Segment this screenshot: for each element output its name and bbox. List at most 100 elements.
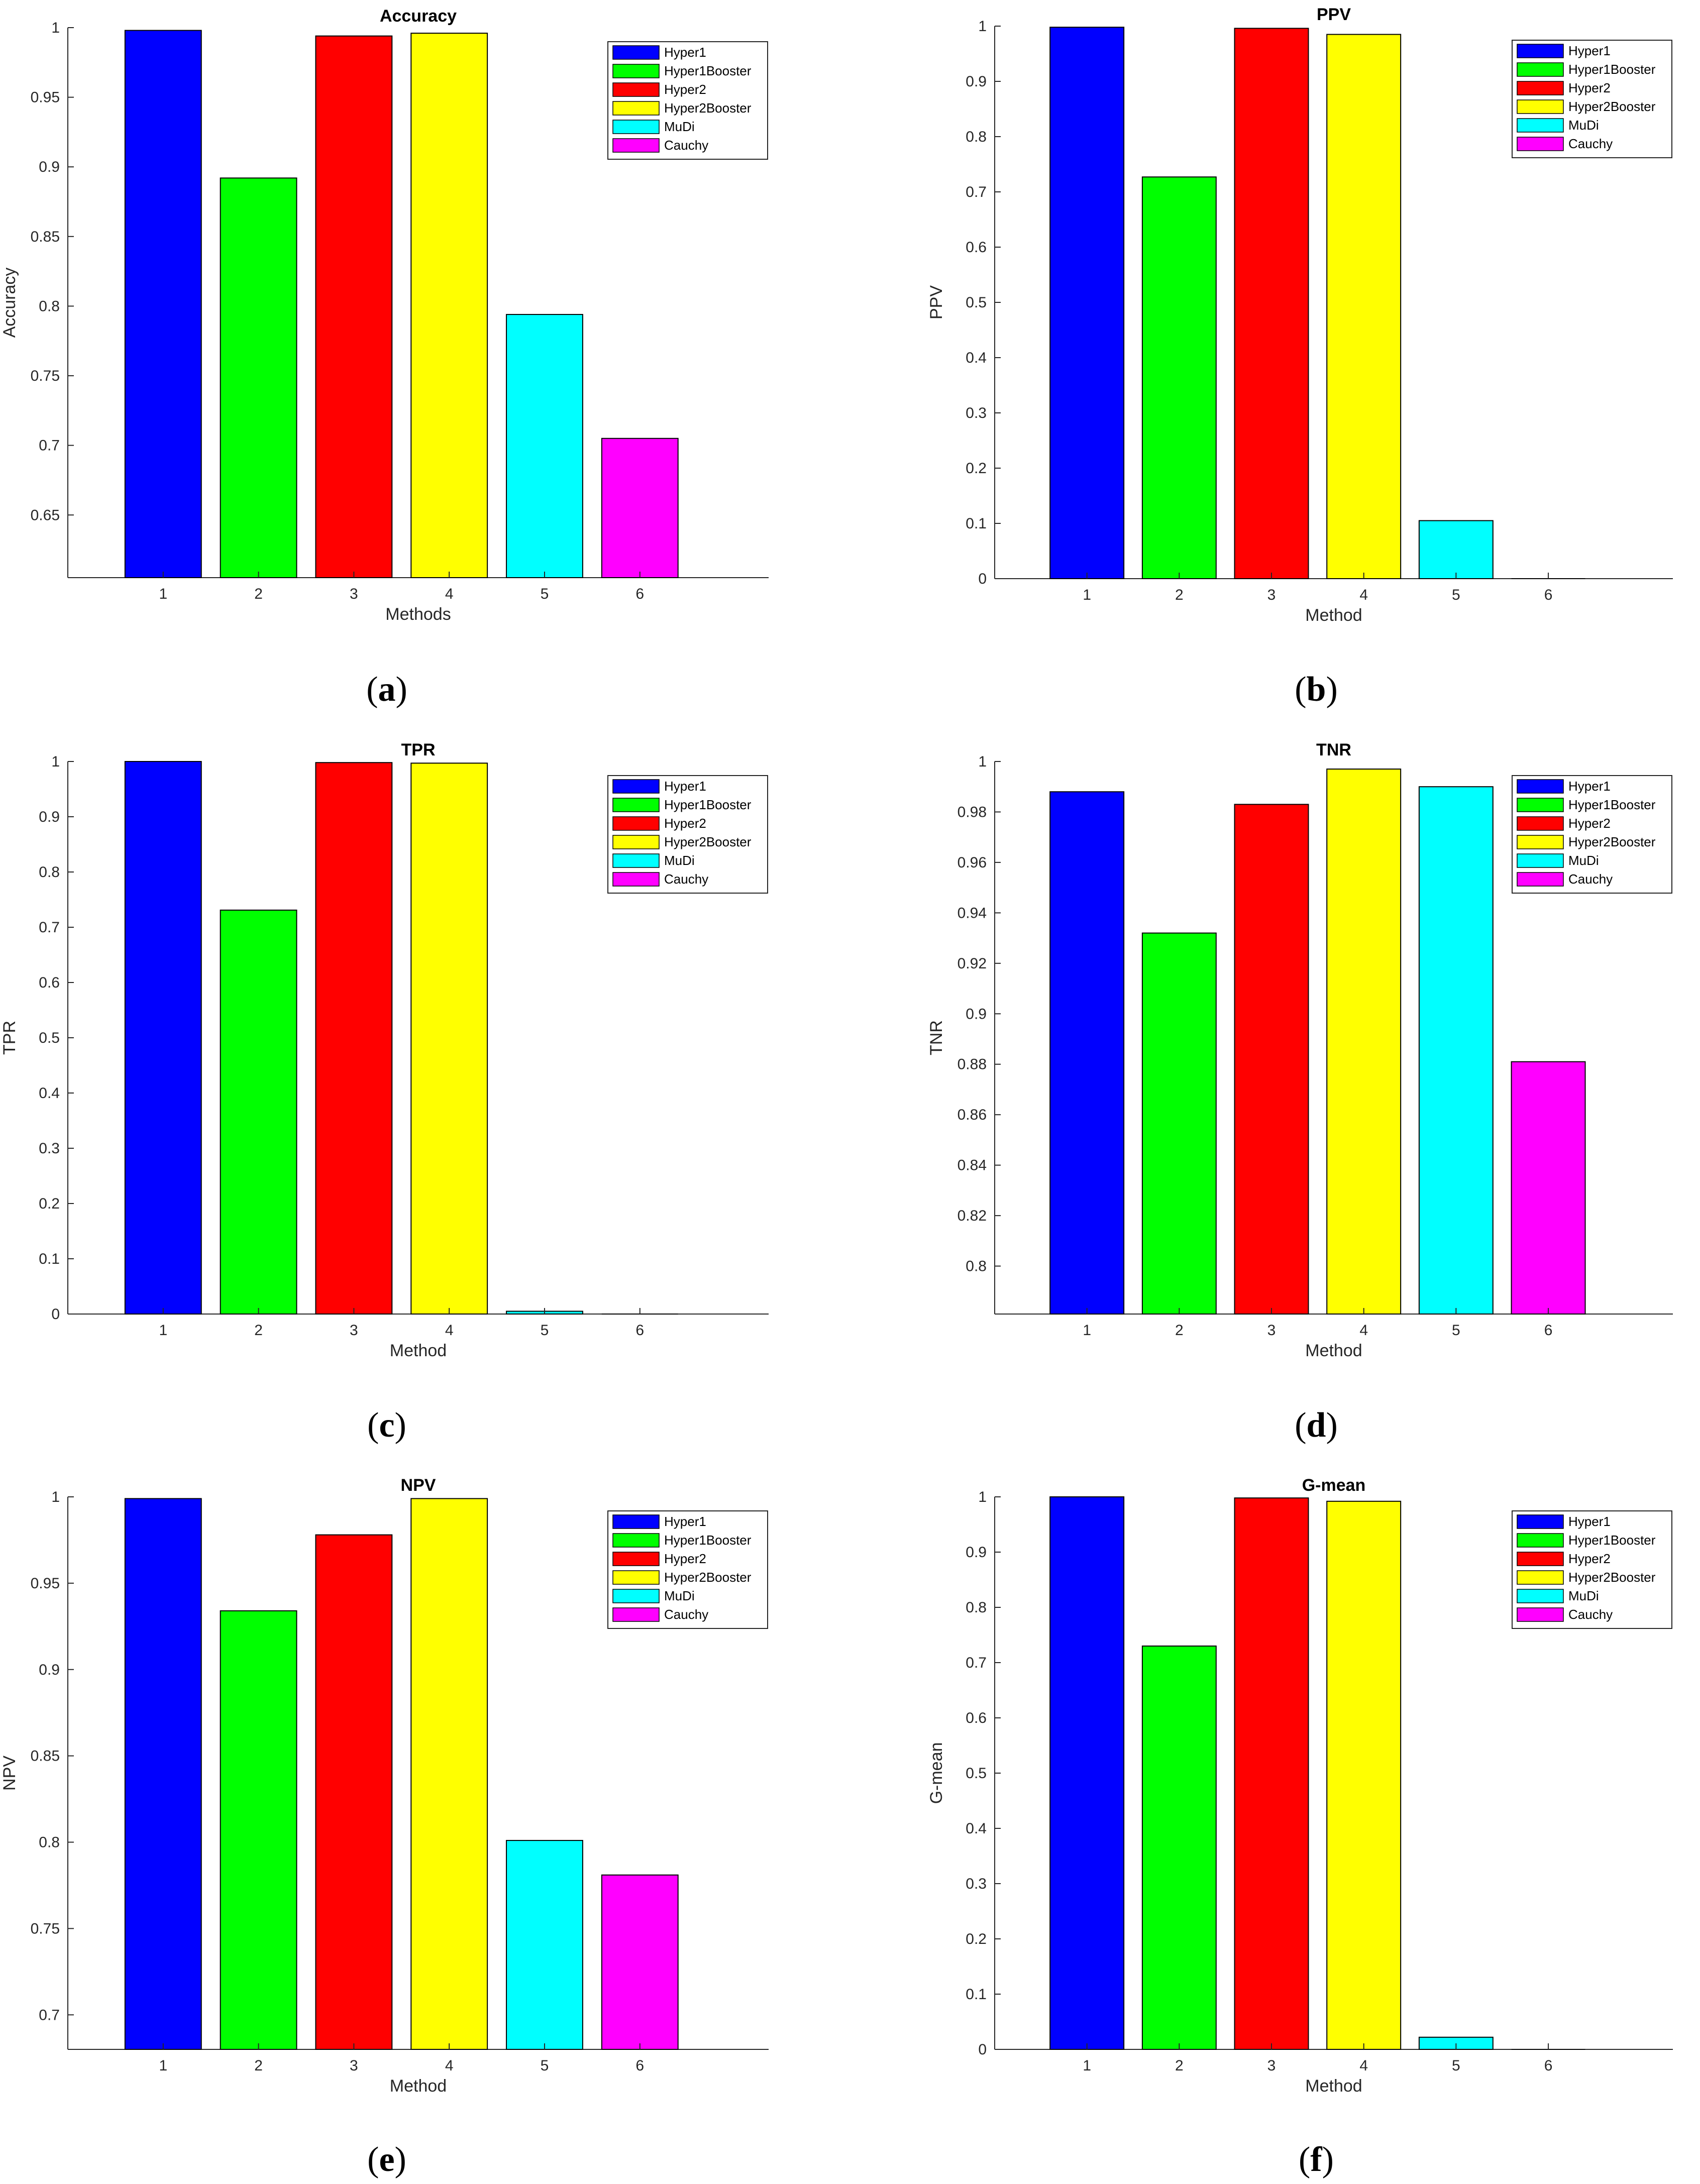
panel-f: 0 0.1 0.2 0.3 0.4 0.5 0.6 0.7 0.8 0.9 1 1 2 3 4 5 6 G-mea… (927, 1476, 1673, 2179)
x-tick-label: 1 (1083, 1322, 1091, 1339)
legend-swatch (1517, 81, 1564, 95)
legend-swatch (1517, 118, 1564, 133)
legend-label: MuDi (1568, 1588, 1599, 1603)
bar-2 (1141, 1646, 1217, 2050)
x-tick-label: 4 (445, 1322, 454, 1339)
x-tick-label: 3 (1267, 587, 1276, 603)
legend-label: Hyper2Booster (664, 834, 752, 849)
caption-letter: e (379, 2140, 394, 2179)
x-tick-label: 5 (1452, 587, 1460, 603)
bar-2 (1141, 932, 1217, 1315)
chart-title: TPR (401, 740, 436, 759)
bar-2 (220, 1610, 297, 2050)
legend-swatch (612, 779, 660, 794)
y-tick-label: 0.98 (958, 804, 987, 820)
y-tick-label: 0.9 (966, 1006, 987, 1022)
y-tick-label: 0.88 (958, 1056, 987, 1073)
y-tick-label: 0.4 (966, 350, 987, 366)
y-tick-label: 0.7 (39, 919, 60, 936)
caption-close-paren: ) (395, 2140, 406, 2179)
bar-3 (315, 35, 393, 578)
legend-label: Hyper2 (664, 1551, 706, 1566)
y-tick-label: 0.9 (966, 1544, 987, 1561)
y-tick-label: 0.8 (966, 1258, 987, 1275)
bar-1 (1049, 1496, 1125, 2050)
y-tick-label: 0.8 (39, 298, 60, 314)
panel-a: 0.65 0.7 0.75 0.8 0.85 0.9 0.95 1 1 2 3 4 5 6 Accuracy… (0, 7, 769, 709)
legend: Hyper1 Hyper1Booster Hyper2 Hyper2Booster Mu… (607, 775, 768, 894)
y-tick-label: 0.75 (31, 368, 60, 384)
caption-close-paren: ) (396, 670, 407, 709)
y-tick-label: 0.7 (966, 184, 987, 200)
legend: Hyper1 Hyper1Booster Hyper2 Hyper2Booster Mu… (1512, 775, 1672, 894)
legend-label: Hyper2 (1568, 1551, 1611, 1566)
x-axis-label: Method (1305, 1341, 1362, 1360)
y-tick-label: 0.9 (39, 809, 60, 825)
legend-label: Hyper1Booster (1568, 797, 1656, 812)
caption-open-paren: ( (1295, 670, 1306, 709)
caption-close-paren: ) (1322, 2140, 1334, 2179)
y-axis-label: PPV (927, 285, 946, 319)
y-tick-label: 0.6 (39, 974, 60, 991)
legend-label: Hyper1 (1568, 1514, 1611, 1529)
caption-letter: c (379, 1406, 394, 1445)
legend-swatch (612, 45, 660, 60)
y-axis-label: TNR (927, 1020, 946, 1055)
x-tick-label: 6 (635, 586, 644, 602)
legend-label: MuDi (1568, 853, 1599, 868)
legend-label: Cauchy (1568, 871, 1613, 887)
x-tick-label: 1 (159, 1322, 167, 1339)
chart-title: TNR (1316, 740, 1351, 759)
y-tick-label: 0.2 (966, 1931, 987, 1947)
y-tick-label: 0.9 (39, 159, 60, 175)
x-tick-label: 3 (350, 2057, 358, 2074)
x-tick-label: 2 (254, 2057, 263, 2074)
bar-4 (410, 33, 488, 578)
y-tick-label: 0.4 (39, 1085, 60, 1102)
legend-label: Hyper1Booster (664, 63, 752, 78)
legend-swatch (1517, 853, 1564, 868)
legend-swatch (612, 872, 660, 887)
legend-label: Hyper1 (664, 45, 706, 60)
panel-d: 0.8 0.82 0.84 0.86 0.88 0.9 0.92 0.94 0.96 0.98 1 1… (927, 740, 1673, 1445)
y-tick-label: 0.8 (39, 864, 60, 881)
y-tick-label: 0.9 (39, 1662, 60, 1678)
legend-label: MuDi (664, 119, 695, 134)
caption-close-paren: ) (1326, 670, 1337, 709)
caption-open-paren: ( (1295, 1406, 1306, 1445)
bar-6 (601, 438, 679, 578)
y-tick-label: 0.8 (966, 1599, 987, 1616)
legend-label: Cauchy (1568, 1607, 1613, 1622)
x-axis-label: Method (1305, 606, 1362, 625)
y-tick-label: 0.82 (958, 1208, 987, 1224)
bar-6 (1511, 1061, 1586, 1315)
y-tick-label: 0.95 (31, 1575, 60, 1592)
panel-caption: (a) (366, 670, 407, 709)
x-tick-label: 2 (1175, 587, 1184, 603)
legend-label: Hyper1Booster (1568, 62, 1656, 77)
y-tick-label: 0.7 (39, 2007, 60, 2023)
legend-swatch (612, 101, 660, 116)
bar-1 (124, 761, 202, 1315)
y-tick-label: 0.7 (966, 1655, 987, 1671)
y-tick-label: 0 (978, 571, 987, 587)
bar-1 (124, 30, 202, 578)
bar-1 (1049, 27, 1125, 580)
legend-label: Cauchy (664, 138, 708, 153)
y-tick-label: 0.5 (39, 1030, 60, 1046)
y-tick-label: 0.75 (31, 1920, 60, 1937)
legend-swatch (1517, 816, 1564, 831)
legend-swatch (1517, 44, 1564, 58)
y-tick-label: 0.1 (39, 1251, 60, 1267)
legend-swatch (612, 853, 660, 868)
x-tick-label: 6 (1544, 2057, 1553, 2074)
bar-5 (506, 314, 583, 578)
legend-swatch (1517, 1589, 1564, 1603)
legend-swatch (1517, 835, 1564, 849)
y-tick-label: 0.7 (39, 438, 60, 454)
y-tick-label: 0.6 (966, 239, 987, 256)
legend-swatch (1517, 872, 1564, 887)
y-tick-label: 0.84 (958, 1157, 987, 1174)
y-tick-label: 0.3 (966, 1876, 987, 1892)
legend-label: MuDi (664, 853, 695, 868)
